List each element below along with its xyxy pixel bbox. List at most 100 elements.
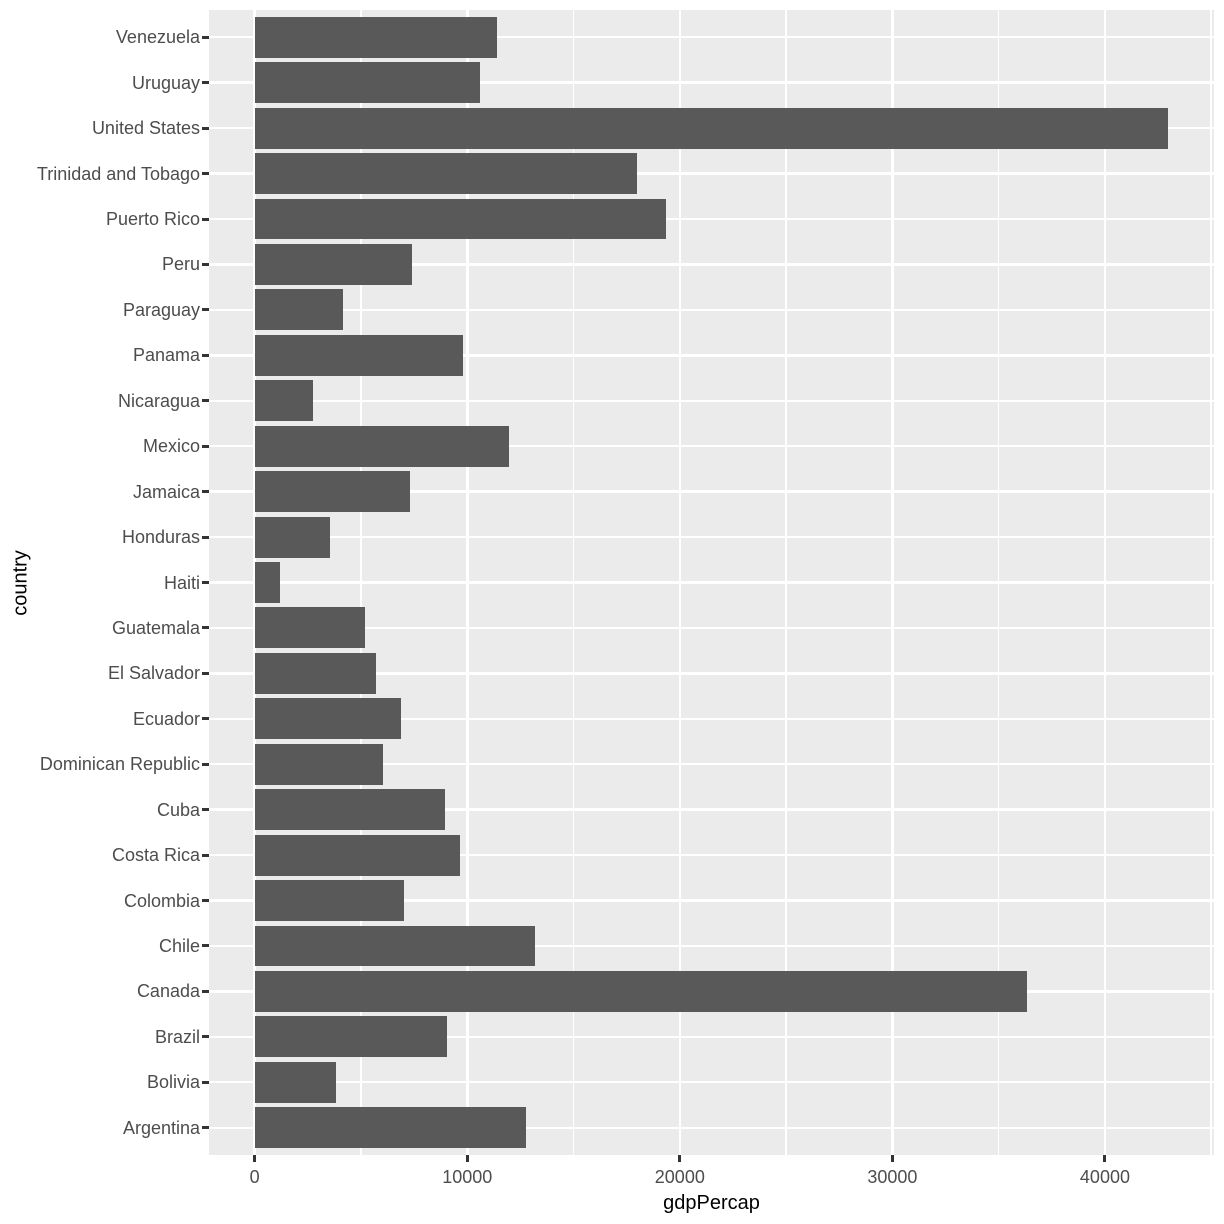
y-tick-label: Cuba bbox=[156, 799, 200, 820]
y-tick-mark bbox=[202, 126, 209, 130]
y-tick-label: Uruguay bbox=[131, 72, 200, 93]
gridline-horizontal-major bbox=[209, 444, 1214, 448]
y-tick-mark bbox=[202, 671, 209, 675]
gridline-vertical-major bbox=[1103, 10, 1107, 1155]
gridline-horizontal-major bbox=[209, 763, 1214, 766]
bar-haiti bbox=[254, 562, 281, 603]
y-axis-title: country bbox=[9, 549, 32, 616]
y-tick-label: Haiti bbox=[163, 572, 200, 593]
gridline-vertical-major bbox=[466, 10, 469, 1155]
bar-venezuela bbox=[254, 16, 498, 58]
gridline-vertical-major bbox=[891, 10, 894, 1155]
y-tick-mark bbox=[202, 535, 209, 539]
gridline-horizontal-major bbox=[209, 490, 1214, 493]
gridline-horizontal-major bbox=[209, 263, 1214, 266]
y-tick-mark bbox=[202, 944, 209, 948]
x-axis-title: gdpPercap bbox=[663, 1192, 760, 1214]
bar-costa-rica bbox=[254, 834, 460, 876]
gridline-horizontal-major bbox=[209, 944, 1214, 948]
gridline-horizontal-major bbox=[209, 672, 1214, 675]
y-tick-mark bbox=[202, 581, 209, 584]
plot-panel bbox=[209, 10, 1214, 1155]
x-tick-mark bbox=[890, 1155, 894, 1162]
y-tick-mark bbox=[202, 399, 209, 403]
y-tick-label: Bolivia bbox=[146, 1072, 200, 1093]
bar-canada bbox=[254, 970, 1027, 1012]
bar-trinidad-and-tobago bbox=[254, 153, 638, 195]
gridline-horizontal-major bbox=[209, 36, 1214, 39]
gridline-horizontal-major bbox=[209, 308, 1214, 312]
gridline-horizontal-major bbox=[209, 1126, 1214, 1129]
x-tick-label: 30000 bbox=[867, 1167, 918, 1187]
x-tick-mark bbox=[465, 1155, 469, 1162]
gridline-horizontal-major bbox=[209, 217, 1214, 221]
y-tick-label: Nicaragua bbox=[117, 390, 200, 411]
gridline-horizontal-major bbox=[209, 81, 1214, 84]
y-tick-mark bbox=[202, 853, 209, 857]
bar-mexico bbox=[254, 425, 510, 467]
y-tick-label: Ecuador bbox=[132, 708, 200, 729]
gridline-horizontal-major bbox=[209, 899, 1214, 902]
y-tick-mark bbox=[202, 353, 209, 357]
y-tick-mark bbox=[202, 762, 209, 766]
bar-el-salvador bbox=[254, 652, 377, 694]
gridline-vertical-minor bbox=[572, 10, 575, 1155]
bar-argentina bbox=[254, 1107, 527, 1149]
bar-dominican-republic bbox=[254, 743, 383, 785]
bar-peru bbox=[254, 243, 413, 285]
y-tick-mark bbox=[202, 262, 209, 266]
x-tick-mark bbox=[253, 1155, 257, 1162]
y-tick-mark bbox=[202, 989, 209, 993]
gridline-horizontal-major bbox=[209, 172, 1214, 175]
x-tick-mark bbox=[678, 1155, 682, 1162]
bar-nicaragua bbox=[254, 380, 314, 422]
bar-ecuador bbox=[254, 698, 401, 740]
bar-cuba bbox=[254, 789, 445, 831]
gridline-horizontal-major bbox=[209, 1081, 1214, 1084]
y-tick-label: Venezuela bbox=[115, 27, 200, 48]
bar-panama bbox=[254, 334, 464, 376]
y-tick-mark bbox=[202, 808, 209, 812]
y-tick-label: Paraguay bbox=[122, 299, 200, 320]
gridline-vertical-minor bbox=[785, 10, 787, 1155]
y-tick-mark bbox=[202, 1126, 209, 1130]
y-tick-label: Guatemala bbox=[111, 617, 200, 638]
y-tick-mark bbox=[202, 490, 209, 494]
y-tick-mark bbox=[202, 626, 209, 630]
y-tick-label: Trinidad and Tobago bbox=[36, 163, 200, 184]
bar-brazil bbox=[254, 1016, 448, 1058]
y-tick-mark bbox=[202, 172, 209, 176]
gridline-horizontal-major bbox=[209, 626, 1214, 630]
gridline-horizontal-major bbox=[209, 399, 1214, 402]
gridline-horizontal-major bbox=[209, 354, 1214, 357]
y-tick-mark bbox=[202, 1080, 209, 1084]
y-tick-label: Panama bbox=[132, 345, 200, 366]
bar-bolivia bbox=[254, 1061, 336, 1103]
x-tick-label: 20000 bbox=[654, 1167, 705, 1187]
y-tick-mark bbox=[202, 308, 209, 312]
bar-uruguay bbox=[254, 62, 481, 104]
bar-chile bbox=[254, 925, 535, 967]
gridline-horizontal-major bbox=[209, 808, 1214, 811]
gridline-horizontal-major bbox=[209, 535, 1214, 539]
bar-honduras bbox=[254, 516, 331, 558]
gridline-vertical-minor bbox=[1210, 10, 1213, 1155]
y-tick-label: Costa Rica bbox=[111, 845, 200, 866]
gridline-horizontal-major bbox=[209, 1035, 1214, 1039]
gridline-vertical-major bbox=[678, 10, 682, 1155]
y-tick-label: Mexico bbox=[142, 436, 200, 457]
x-tick-label: 40000 bbox=[1079, 1167, 1130, 1187]
gridline-vertical-minor bbox=[360, 10, 362, 1155]
y-tick-mark bbox=[202, 717, 209, 721]
x-tick-label: 0 bbox=[249, 1167, 260, 1187]
y-tick-label: Honduras bbox=[121, 527, 200, 548]
gridline-horizontal-major bbox=[209, 853, 1214, 857]
bar-colombia bbox=[254, 880, 404, 921]
bar-united-states bbox=[254, 107, 1168, 149]
bar-puerto-rico bbox=[254, 198, 666, 240]
y-tick-mark bbox=[202, 899, 209, 903]
bar-paraguay bbox=[254, 289, 344, 331]
x-tick-label: 10000 bbox=[442, 1167, 493, 1187]
x-tick-mark bbox=[1103, 1155, 1107, 1162]
